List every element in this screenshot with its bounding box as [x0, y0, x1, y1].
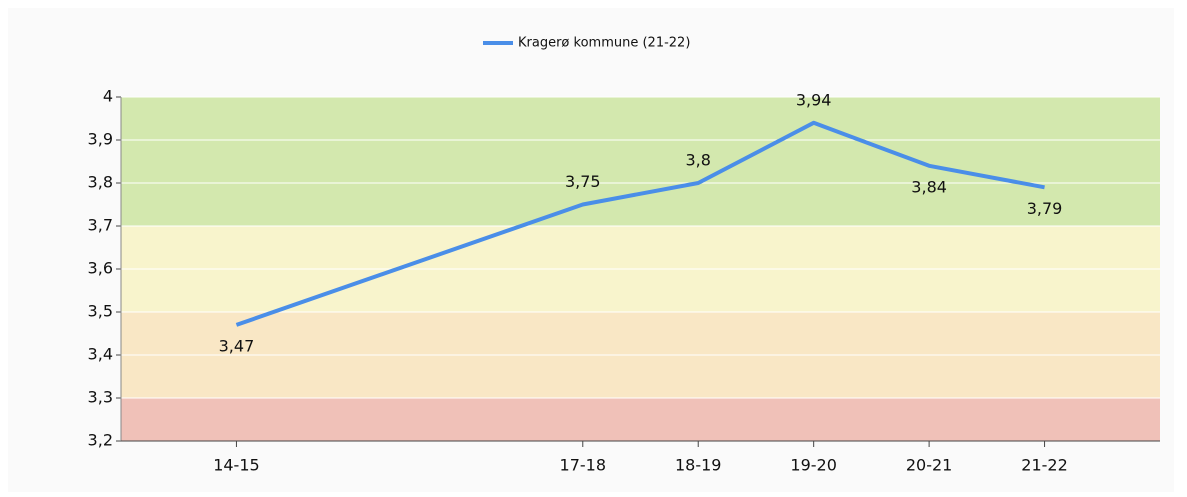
- x-tick-label: 14-15: [213, 456, 260, 475]
- y-tick-label: 3,9: [88, 130, 113, 149]
- band: [121, 398, 1160, 441]
- data-label: 3,94: [796, 90, 832, 109]
- band: [121, 97, 1160, 226]
- y-tick-label: 4: [103, 87, 113, 106]
- x-tick-label: 17-18: [560, 456, 607, 475]
- legend-label: Kragerø kommune (21-22): [518, 36, 690, 51]
- data-label: 3,8: [685, 151, 710, 170]
- x-tick-label: 18-19: [675, 456, 722, 475]
- y-tick-label: 3,7: [88, 216, 113, 235]
- line: [235, 120, 1045, 327]
- data-label: 3,79: [1027, 199, 1063, 218]
- data-label: 3,75: [565, 172, 601, 191]
- y-tick-label: 3,5: [88, 302, 113, 321]
- data-label: 3,84: [911, 177, 947, 196]
- y-tick-label: 3,4: [88, 345, 113, 364]
- y-tick-label: 3,3: [88, 388, 113, 407]
- y-tick-label: 3,8: [88, 173, 113, 192]
- y-tick-label: 3,6: [88, 259, 113, 278]
- data-label: 3,47: [219, 336, 255, 355]
- x-tick-label: 21-22: [1021, 456, 1068, 475]
- x-tick-label: 20-21: [906, 456, 953, 475]
- x-tick-label: 19-20: [790, 456, 837, 475]
- y-tick-label: 3,2: [88, 431, 113, 450]
